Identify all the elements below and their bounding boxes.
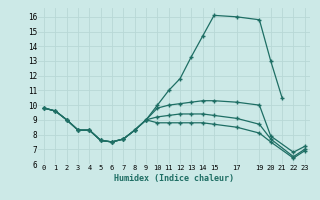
X-axis label: Humidex (Indice chaleur): Humidex (Indice chaleur): [115, 174, 234, 183]
